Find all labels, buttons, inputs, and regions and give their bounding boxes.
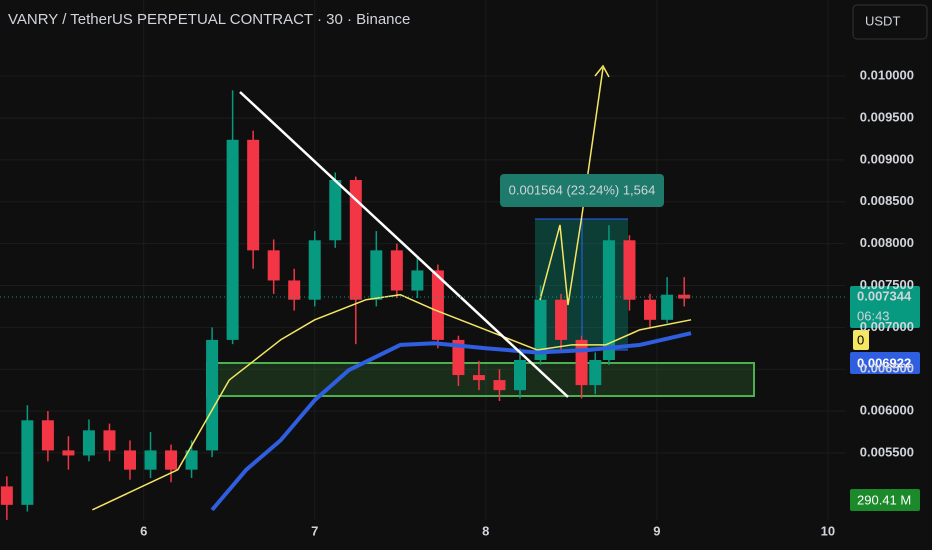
candle-body [602, 240, 615, 360]
trend-line [239, 91, 569, 398]
y-tick-label: 0.007000 [860, 319, 914, 334]
y-tick-label: 0.005500 [860, 444, 914, 459]
y-tick-label: 0.007500 [860, 277, 914, 292]
volume-tag [850, 489, 920, 511]
candle-body [555, 299, 568, 340]
last-price-tag [850, 286, 920, 328]
candle-body [472, 375, 485, 381]
alert-tag [853, 330, 869, 350]
currency-label[interactable]: USDT [865, 13, 900, 28]
candle-body [411, 270, 424, 291]
candle-body [165, 450, 178, 470]
x-tick-label: 8 [482, 523, 489, 538]
projection-arrow [539, 67, 604, 306]
candle-body [21, 420, 34, 505]
candle-body [103, 430, 116, 451]
x-tick-label: 6 [140, 523, 147, 538]
x-tick-label: 7 [311, 523, 318, 538]
measure-label: 0.001564 (23.24%) 1,564 [509, 182, 656, 197]
candle-body [82, 430, 95, 456]
y-tick-label: 0.009500 [860, 109, 914, 124]
candle-body [575, 339, 588, 386]
measure-label-box [500, 174, 664, 207]
arrow-head [594, 64, 610, 78]
last-price: 0.007344 [857, 288, 912, 303]
candle-body [370, 250, 383, 300]
ma-label: 0.006922 [857, 355, 911, 370]
candle-body [185, 450, 198, 470]
candle-body [589, 360, 602, 386]
candle-body [661, 294, 674, 320]
y-tick-label: 0.010000 [860, 68, 914, 83]
candle-body [329, 180, 342, 241]
candle-body [226, 139, 239, 340]
ma-tag [850, 352, 920, 374]
y-tick-label: 0.008000 [860, 235, 914, 250]
y-tick-label: 0.006000 [860, 403, 914, 418]
moving-average [92, 293, 692, 511]
candle-body [308, 240, 321, 300]
candle-body [514, 360, 526, 391]
candle-body [41, 420, 54, 451]
moving-average [210, 331, 692, 512]
alert-label: 0 [857, 332, 864, 347]
y-tick-label: 0.009000 [860, 151, 914, 166]
candle-body [62, 450, 75, 456]
candle-body [390, 250, 403, 291]
candle-body [349, 180, 362, 300]
candle-body [206, 339, 219, 451]
countdown: 06:43 [857, 308, 890, 323]
x-tick-label: 9 [653, 523, 660, 538]
currency-button[interactable] [852, 4, 928, 40]
chart-title: VANRY / TetherUS PERPETUAL CONTRACT · 30… [8, 11, 410, 28]
candle-body [247, 139, 260, 251]
plot [0, 90, 692, 520]
candle-body [288, 280, 301, 300]
candle-body [267, 250, 280, 281]
candle-body [124, 450, 136, 470]
candle-body [493, 380, 506, 391]
candle-body [534, 299, 547, 360]
candle-body [431, 270, 444, 340]
x-tick-label: 10 [821, 523, 835, 538]
candle-body [0, 486, 13, 505]
y-tick-label: 0.008500 [860, 193, 914, 208]
candle-body [644, 299, 656, 320]
candle-body [623, 240, 636, 300]
y-tick-label: 0.006500 [860, 361, 914, 376]
candle-body [144, 450, 157, 470]
candle-body [452, 339, 465, 376]
volume-label: 290.41 M [857, 492, 911, 507]
